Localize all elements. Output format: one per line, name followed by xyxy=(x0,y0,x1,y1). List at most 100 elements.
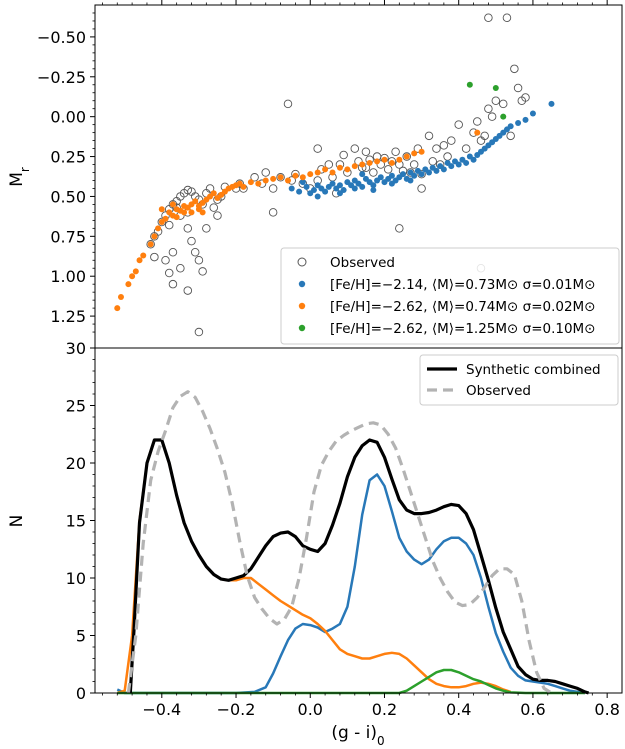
scatter-point-s1-67 xyxy=(314,193,321,200)
scatter-point-s0-94 xyxy=(513,83,523,93)
scatter-point-s2-53 xyxy=(396,156,403,163)
scatter-point-s1-31 xyxy=(411,172,418,179)
x-tick-label-0: −0.4 xyxy=(142,700,181,719)
scatter-point-s1-61 xyxy=(548,100,555,107)
scatter-point-s1-7 xyxy=(322,188,329,195)
scatter-point-s2-61 xyxy=(169,201,176,208)
scatter-point-s0-108 xyxy=(268,208,278,217)
legend-label-feh262-b: [Fe/H]=−2.62, ⟨M⟩=1.25M⊙ σ=0.10M⊙ xyxy=(330,321,596,337)
scatter-point-s0-92 xyxy=(506,131,515,141)
scatter-point-s2-35 xyxy=(262,177,269,184)
top-y-tick-label-0: −0.50 xyxy=(37,28,86,47)
x-axis-label: (g - i)0 xyxy=(331,723,384,748)
scatter-point-s0-59 xyxy=(361,147,371,157)
scatter-point-s0-28 xyxy=(164,268,174,278)
scatter-point-s2-59 xyxy=(181,209,188,216)
scatter-point-s2-9 xyxy=(155,225,162,232)
scatter-point-s0-89 xyxy=(487,112,497,121)
x-tick-label-6: 0.8 xyxy=(594,700,619,719)
legend-label-feh214: [Fe/H]=−2.14, ⟨M⟩=0.73M⊙ σ=0.01M⊙ xyxy=(330,277,596,293)
scatter-point-s1-59 xyxy=(522,116,529,123)
scatter-point-s2-55 xyxy=(411,150,418,157)
scatter-point-s1-17 xyxy=(359,183,366,190)
scatter-point-s2-32 xyxy=(240,183,247,190)
scatter-point-s0-31 xyxy=(194,256,204,265)
x-tick-label-3: 0.2 xyxy=(372,700,397,719)
legend-marker-feh214 xyxy=(298,280,306,288)
scatter-point-s2-40 xyxy=(299,174,306,181)
scatter-point-s1-41 xyxy=(448,163,455,170)
bottom-y-tick-label-4: 20 xyxy=(66,454,86,473)
scatter-point-s1-65 xyxy=(388,180,395,187)
scatter-point-s1-22 xyxy=(377,174,384,181)
x-tick-label-1: −0.2 xyxy=(217,700,256,719)
scatter-point-s2-4 xyxy=(132,268,139,275)
scatter-point-s0-81 xyxy=(447,136,456,145)
scatter-point-s1-25 xyxy=(388,172,395,179)
distribution-lines xyxy=(116,390,590,695)
scatter-point-s1-0 xyxy=(288,185,295,192)
scatter-point-s1-64 xyxy=(336,190,343,197)
scatter-point-s0-79 xyxy=(439,141,449,150)
scatter-point-s0-16 xyxy=(205,184,215,193)
top-legend-box xyxy=(280,247,620,345)
scatter-point-s1-58 xyxy=(515,120,522,127)
color-distribution-panel: 0 5 10 15 20 25 30 −0.4 −0.2 0.0 0.2 0.4 0.6 0.8 N (g… xyxy=(7,0,623,748)
scatter-point-s2-19 xyxy=(192,198,199,205)
scatter-point-s2-24 xyxy=(210,190,217,197)
scatter-point-s2-46 xyxy=(344,166,351,173)
scatter-point-s0-90 xyxy=(491,96,501,105)
scatter-point-s0-82 xyxy=(454,120,463,129)
scatter-point-s2-8 xyxy=(151,233,158,240)
bottom-y-tick-label-0: 0 xyxy=(76,684,86,703)
scatter-point-s0-30 xyxy=(183,286,193,295)
scatter-point-s2-6 xyxy=(140,252,147,259)
scatter-point-s0-77 xyxy=(432,144,441,153)
scatter-point-s0-33 xyxy=(198,267,207,276)
scatter-point-s0-76 xyxy=(428,157,437,166)
scatter-point-s0-43 xyxy=(268,184,278,193)
scatter-point-s2-49 xyxy=(366,159,373,166)
scatter-point-s0-54 xyxy=(339,150,348,160)
scatter-point-s2-54 xyxy=(403,153,410,160)
scatter-point-s2-41 xyxy=(307,171,314,178)
scatter-point-s2-58 xyxy=(173,214,180,221)
scatter-point-s1-47 xyxy=(470,156,477,163)
scatter-point-s0-24 xyxy=(164,220,174,230)
scatter-point-s0-57 xyxy=(354,157,363,166)
top-y-tick-label-7: 1.25 xyxy=(50,307,86,326)
scatter-point-s1-28 xyxy=(400,171,407,178)
scatter-point-s0-34 xyxy=(183,224,193,233)
scatter-point-s0-80 xyxy=(443,152,452,161)
bottom-legend-box xyxy=(419,354,619,406)
scatter-point-s0-56 xyxy=(350,144,360,153)
bottom-y-tick-label-1: 5 xyxy=(76,627,86,646)
bottom-y-tick-label-5: 25 xyxy=(66,397,86,416)
legend-label-feh262-a: [Fe/H]=−2.62, ⟨M⟩=0.74M⊙ σ=0.02M⊙ xyxy=(330,299,596,315)
top-y-tick-label-4: 0.50 xyxy=(50,187,86,206)
legend-marker-feh262-b xyxy=(298,324,306,332)
scatter-point-s1-69 xyxy=(359,171,366,178)
scatter-point-s2-51 xyxy=(381,156,388,163)
scatter-point-s2-2 xyxy=(125,281,132,288)
scatter-point-s0-61 xyxy=(369,168,378,177)
scatter-point-s2-1 xyxy=(117,293,124,300)
scatter-point-s0-73 xyxy=(413,144,423,153)
scatter-point-s2-50 xyxy=(374,158,381,165)
scatter-point-s1-2 xyxy=(303,183,310,190)
bottom-y-tick-label-2: 10 xyxy=(66,569,86,588)
scatter-point-s0-85 xyxy=(473,117,482,126)
scatter-point-s0-86 xyxy=(476,136,486,145)
legend-label-observed: Observed xyxy=(330,255,395,271)
scatter-point-s0-91 xyxy=(498,99,508,109)
x-tick-label-2: 0.0 xyxy=(298,700,323,719)
legend-marker-observed xyxy=(297,257,307,267)
scatter-point-s2-44 xyxy=(329,169,336,176)
scatter-point-s1-33 xyxy=(418,171,425,178)
bottom-y-tick-label-6: 30 xyxy=(66,339,86,358)
scatter-point-s0-26 xyxy=(161,256,170,265)
scatter-point-s1-43 xyxy=(455,161,462,168)
scatter-point-s1-45 xyxy=(463,159,470,166)
top-y-tick-label-3: 0.25 xyxy=(50,148,86,167)
